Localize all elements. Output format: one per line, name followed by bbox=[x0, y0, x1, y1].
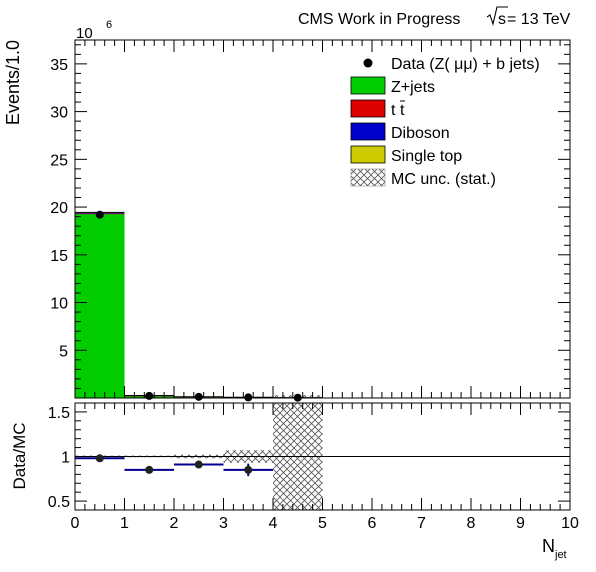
main-y-tick-label-30: 30 bbox=[50, 105, 68, 122]
ratio-frame bbox=[74, 402, 571, 511]
main-bars bbox=[75, 211, 323, 399]
x-tick-label-3: 3 bbox=[219, 515, 228, 532]
legend-swatch-zjets bbox=[350, 76, 386, 95]
legend-label-stop: Single top bbox=[391, 148, 462, 165]
ratio-y-tick-label-1.5: 1.5 bbox=[48, 405, 70, 422]
x-tick-label-9: 9 bbox=[516, 515, 525, 532]
main-y-tick-label-5: 5 bbox=[59, 343, 68, 360]
x-tick-label-6: 6 bbox=[368, 515, 377, 532]
legend-label-ttbar: t bbox=[391, 102, 396, 119]
legend-swatch-stop bbox=[350, 145, 386, 164]
cms-label: CMS Work in Progress bbox=[298, 11, 460, 28]
legend: Data (Z( μμ) + b jets) Z+jets t t Diboson Sin… bbox=[350, 56, 540, 188]
sqrt-symbol bbox=[486, 6, 508, 27]
main-panel: Data (Z( μμ) + b jets) Z+jets t t Diboson Sin… bbox=[3, 19, 571, 402]
legend-swatch-unc bbox=[350, 168, 386, 187]
ratio-point-0 bbox=[95, 454, 104, 463]
energy-label: s = 13 TeV bbox=[486, 6, 571, 28]
energy-value: = 13 TeV bbox=[507, 11, 571, 28]
ratio-y-ticks: 0.5 1 1.5 bbox=[48, 402, 570, 511]
data-point-1 bbox=[145, 391, 154, 400]
y-exponent-power: 6 bbox=[106, 19, 112, 31]
ratio-point-1 bbox=[145, 465, 154, 474]
main-data-points bbox=[95, 210, 302, 402]
ratio-x-ticks: 0 1 2 3 4 5 6 7 8 9 10 bbox=[71, 403, 579, 532]
data-point-3 bbox=[244, 393, 253, 402]
ratio-panel: 0.5 1 1.5 0 1 2 3 4 5 6 7 8 9 10 Data/MC N jet bbox=[10, 402, 579, 561]
main-y-tick-label-35: 35 bbox=[50, 57, 68, 74]
main-y-tick-label-10: 10 bbox=[50, 296, 68, 313]
x-axis-title-main: N bbox=[542, 536, 555, 556]
main-x-ticks bbox=[74, 40, 571, 398]
x-tick-label-8: 8 bbox=[467, 515, 476, 532]
x-tick-label-0: 0 bbox=[71, 515, 80, 532]
x-tick-label-5: 5 bbox=[318, 515, 327, 532]
y-exponent-base: 10 bbox=[76, 25, 93, 42]
ratio-y-tick-label-0.5: 0.5 bbox=[48, 494, 70, 511]
main-y-axis-title: Events/1.0 bbox=[3, 40, 23, 125]
legend-label-zjets: Z+jets bbox=[391, 79, 435, 96]
main-y-tick-label-25: 25 bbox=[50, 152, 68, 169]
legend-label-data: Data (Z( μμ) + b jets) bbox=[391, 56, 540, 73]
legend-swatch-ttbar bbox=[350, 99, 386, 118]
main-y-ticks: 5 10 15 20 25 30 35 bbox=[50, 44, 570, 389]
data-point-2 bbox=[194, 392, 203, 401]
x-tick-label-4: 4 bbox=[269, 515, 278, 532]
main-y-tick-label-20: 20 bbox=[50, 200, 68, 217]
x-tick-label-1: 1 bbox=[120, 515, 129, 532]
ratio-point-2 bbox=[194, 460, 203, 469]
x-tick-label-2: 2 bbox=[170, 515, 179, 532]
x-axis-title-sub: jet bbox=[554, 549, 567, 561]
legend-swatch-diboson bbox=[350, 122, 386, 141]
ratio-points bbox=[75, 454, 273, 477]
legend-marker-data bbox=[363, 58, 373, 68]
data-point-0 bbox=[95, 210, 104, 219]
main-frame bbox=[74, 39, 571, 399]
x-tick-label-7: 7 bbox=[417, 515, 426, 532]
ratio-y-axis-title: Data/MC bbox=[10, 422, 29, 489]
ratio-y-tick-label-1: 1 bbox=[61, 450, 70, 467]
legend-label-ttbar-bar: t bbox=[400, 102, 405, 119]
ratio-point-3 bbox=[244, 465, 253, 474]
main-y-tick-label-15: 15 bbox=[50, 248, 68, 265]
legend-label-unc: MC unc. (stat.) bbox=[391, 171, 496, 188]
sqrt-variable: s bbox=[498, 11, 506, 28]
bar-z-jets-bin-0 bbox=[75, 213, 125, 398]
x-tick-label-10: 10 bbox=[561, 515, 579, 532]
legend-label-diboson: Diboson bbox=[391, 125, 450, 142]
